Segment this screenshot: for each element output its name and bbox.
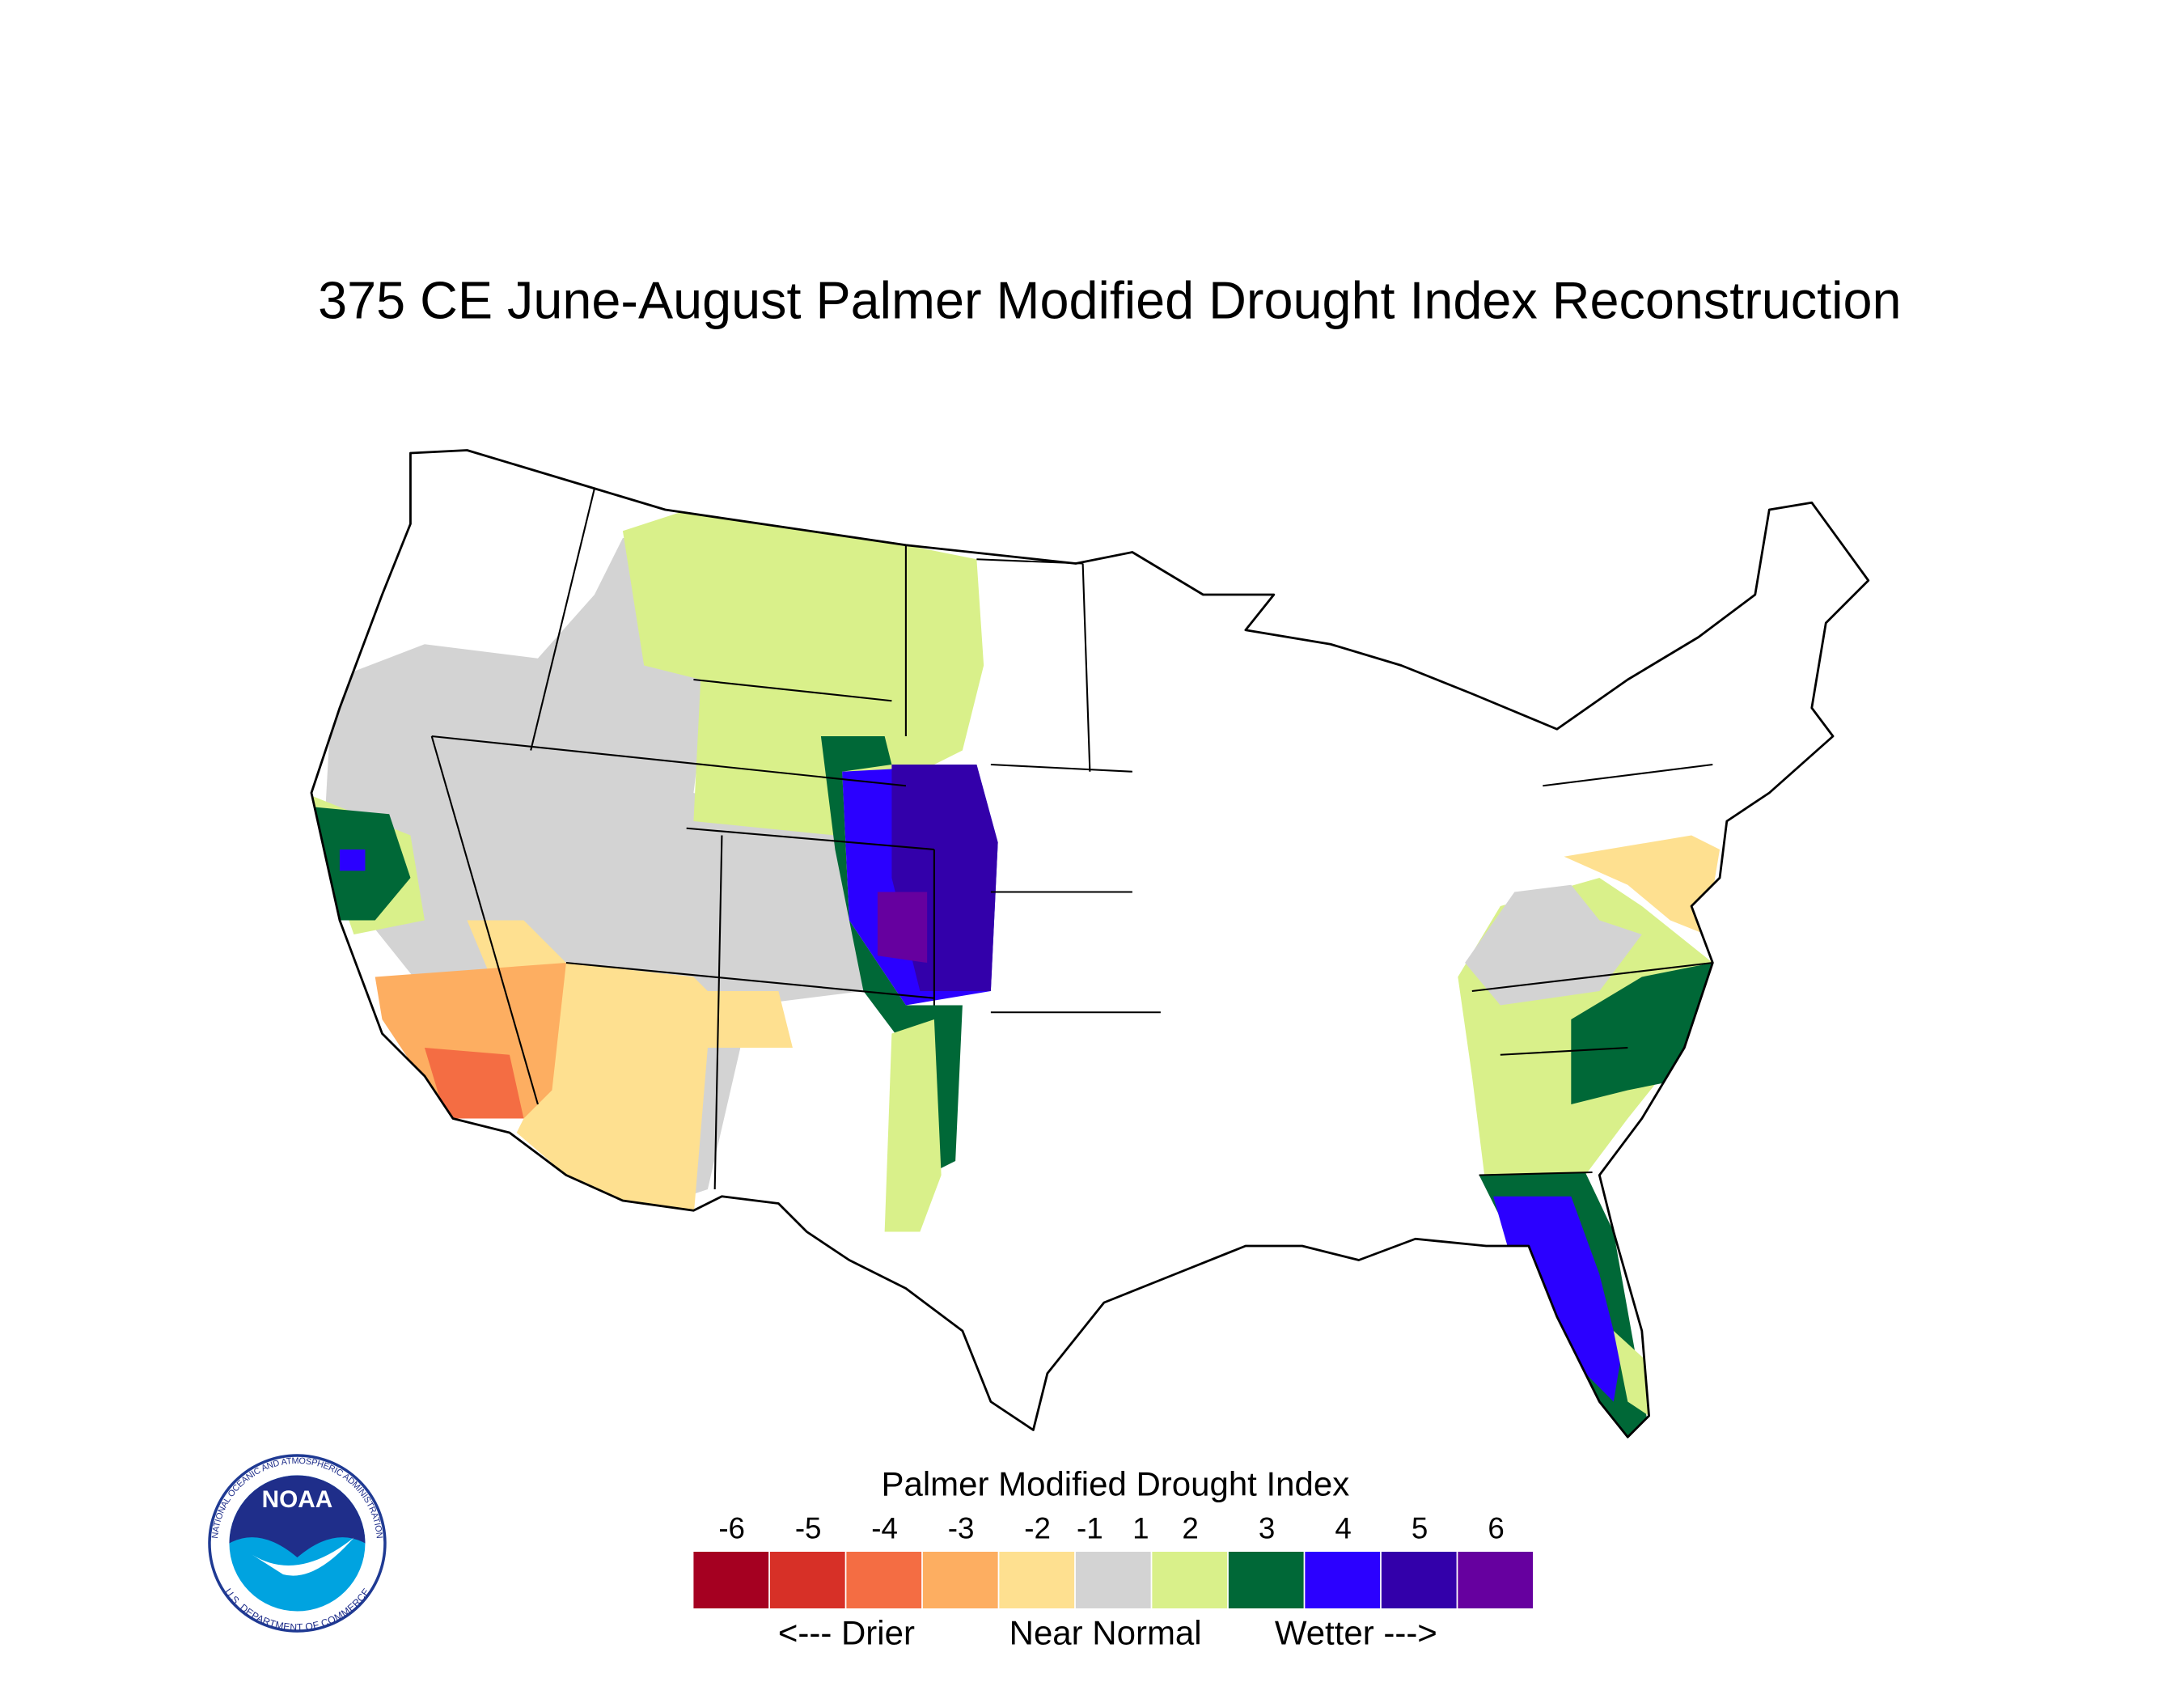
region: [1613, 1331, 1649, 1416]
legend-tick-label: 4: [1335, 1511, 1351, 1544]
legend-swatch: [769, 1552, 845, 1608]
legend: Palmer Modified Drought Index -6 -5 -4 -3 -2…: [693, 1465, 1534, 1651]
legend-tick-label: -2: [1024, 1511, 1051, 1544]
legend-tick-label: 1: [1132, 1511, 1149, 1544]
legend-swatch: [1305, 1552, 1381, 1608]
region: [1465, 884, 1642, 1006]
region: [1564, 835, 1721, 934]
legend-tick-label: 2: [1182, 1511, 1198, 1544]
legend-swatch: [693, 1552, 769, 1608]
legend-caption: Wetter --->: [1275, 1613, 1437, 1651]
drought-map: [311, 512, 1721, 1438]
region: [424, 1048, 524, 1119]
legend-tick-label: -1: [1077, 1511, 1103, 1544]
legend-swatch: [1075, 1552, 1151, 1608]
legend-tick-label: 5: [1412, 1511, 1428, 1544]
legend-items: -6 -5 -4 -3 -2 -1 1 2 3 4 5 6 <--- Drier Near Normal W…: [693, 1511, 1534, 1651]
legend-swatch: [1458, 1552, 1534, 1608]
noaa-logo: NOAA NATIONAL OCEANIC AND ATMOSPHERIC AD…: [208, 1454, 387, 1633]
logo-gull: [252, 1537, 354, 1576]
legend-tick-label: -5: [795, 1511, 822, 1544]
legend-swatch: [1228, 1552, 1304, 1608]
legend-swatch: [1381, 1552, 1457, 1608]
region: [884, 1019, 942, 1232]
region: [877, 892, 928, 963]
region: [339, 850, 366, 871]
legend-caption: <--- Drier: [778, 1613, 915, 1651]
legend-tick-label: -3: [948, 1511, 975, 1544]
legend-tick-label: 3: [1259, 1511, 1275, 1544]
region: [622, 512, 984, 836]
logo-top: [229, 1475, 366, 1557]
logo-name: NOAA: [262, 1486, 333, 1513]
legend-title: Palmer Modified Drought Index: [882, 1465, 1350, 1503]
legend-swatch: [999, 1552, 1075, 1608]
region: [375, 963, 566, 1119]
legend-caption: Near Normal: [1009, 1613, 1202, 1651]
legend-tick-label: -4: [871, 1511, 898, 1544]
legend-tick-label: 6: [1488, 1511, 1504, 1544]
legend-swatch: [922, 1552, 998, 1608]
legend-swatch: [1152, 1552, 1228, 1608]
state-borders: [310, 449, 1870, 1438]
legend-swatch: [846, 1552, 922, 1608]
legend-tick-label: -6: [718, 1511, 745, 1544]
map-title: 375 CE June-August Palmer Modified Droug…: [318, 270, 1901, 329]
